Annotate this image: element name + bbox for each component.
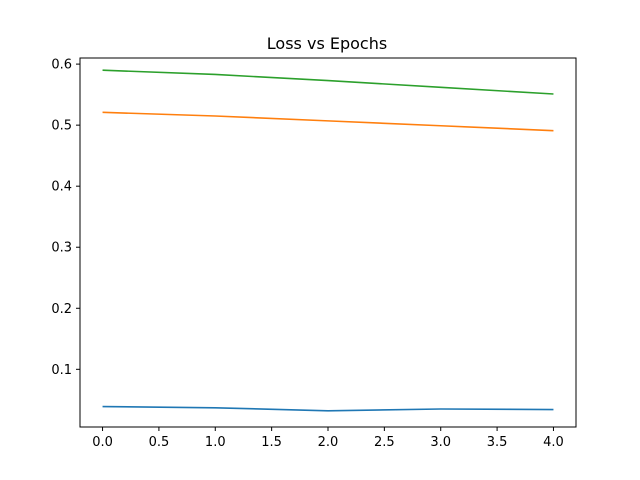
y-tick-label: 0.4 [51, 180, 72, 195]
plot-background [80, 58, 576, 427]
x-tick-label: 1.5 [261, 435, 282, 450]
y-tick-label: 0.3 [51, 241, 72, 256]
x-axis: 0.0 0.5 1.0 1.5 2.0 2.5 3.0 3.5 4.0 [92, 427, 564, 450]
x-tick-label: 3.5 [487, 435, 508, 450]
x-tick-label: 2.0 [318, 435, 339, 450]
y-tick-label: 0.2 [51, 302, 72, 317]
chart-title: Loss vs Epochs [267, 34, 387, 53]
x-tick-label: 3.0 [430, 435, 451, 450]
x-tick-label: 0.0 [92, 435, 113, 450]
x-tick-label: 1.0 [205, 435, 226, 450]
x-tick-label: 4.0 [543, 435, 564, 450]
plot-frame [79, 57, 577, 428]
x-tick-label: 0.5 [149, 435, 170, 450]
y-tick-label: 0.5 [51, 119, 72, 134]
series-line-1 [102, 405, 554, 412]
x-tick-label: 2.5 [374, 435, 395, 450]
series-line-2 [102, 111, 554, 132]
plot-area: 0.0 0.5 1.0 1.5 2.0 2.5 3.0 3.5 4.0 0.1 0.2 0.3 0.4… [51, 57, 577, 450]
y-tick-label: 0.1 [51, 363, 72, 378]
y-axis: 0.1 0.2 0.3 0.4 0.5 0.6 [51, 58, 80, 378]
y-tick-label: 0.6 [51, 58, 72, 73]
series-line-3 [102, 69, 554, 95]
series-layer [102, 69, 554, 412]
